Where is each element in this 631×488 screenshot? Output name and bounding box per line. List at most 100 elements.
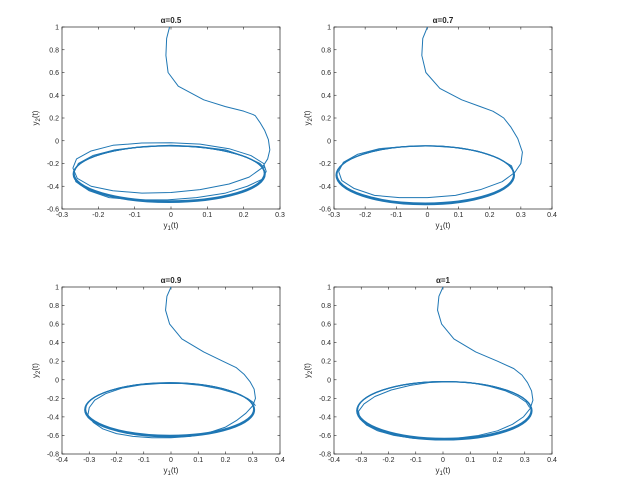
- y-tick-label: 0.4: [321, 340, 331, 347]
- subplot-1: -0.3 -0.2 -0.1 0 0.1 0.2 0.3 -0.6 -0.4 -0.2 0 0.2 0.…: [31, 16, 285, 232]
- limit-cycle-line: [335, 145, 516, 206]
- y-tick-label: -0.6: [47, 433, 59, 440]
- x-tick-label: 0.3: [248, 457, 258, 464]
- axes-frame: [61, 286, 281, 455]
- subplot-4: -0.4 -0.3 -0.2 -0.1 0 0.1 0.2 0.3 0.4 -0.8 -0.6 -0.…: [303, 276, 557, 477]
- x-tick-label: 0.3: [275, 212, 285, 219]
- plot-area: [335, 27, 523, 206]
- x-tick-label: 0.2: [485, 212, 495, 219]
- x-tick-label: -0.1: [129, 212, 141, 219]
- plot-area: [356, 287, 534, 441]
- y-tick-label: 0.4: [321, 93, 331, 100]
- y-tick-label: 1: [55, 285, 59, 292]
- y-tick-label: 0.6: [49, 70, 59, 77]
- x-tick-label: 0.2: [493, 457, 503, 464]
- subplot-3: -0.4 -0.3 -0.2 -0.1 0 0.1 0.2 0.3 0.4 -0.8 -0.6 -0.…: [31, 276, 285, 477]
- y-tick-label: -0.8: [47, 452, 59, 459]
- y-axis-label: y2(t): [303, 363, 314, 378]
- y-tick-label: -0.6: [47, 207, 59, 214]
- y-tick-label: 0.6: [49, 322, 59, 329]
- x-tick-label: 0.2: [221, 457, 231, 464]
- y-tick-label: 1: [327, 25, 331, 32]
- limit-cycle-line: [72, 145, 266, 203]
- plot-area: [84, 287, 256, 439]
- x-tick-label: 0.3: [520, 457, 530, 464]
- y-tick-label: -0.4: [319, 184, 331, 191]
- subplot-2: -0.3 -0.2 -0.1 0 0.1 0.2 0.3 0.4 -0.6 -0.4 -0.2 0 0.…: [303, 16, 557, 232]
- y-tick-label: 0.2: [321, 359, 331, 366]
- y-tick-label: 0: [327, 138, 331, 145]
- x-axis-label: y1(t): [436, 221, 451, 232]
- y-tick-label: 0: [327, 377, 331, 384]
- y-tick-label: -0.4: [319, 414, 331, 421]
- x-tick-label: -0.1: [410, 457, 422, 464]
- x-axis-label: y1(t): [164, 466, 179, 477]
- x-tick-label: 0: [169, 212, 173, 219]
- x-tick-label: 0: [441, 457, 445, 464]
- axes-frame: [333, 286, 553, 455]
- y-tick-label: 1: [55, 25, 59, 32]
- y-tick-label: 0.8: [49, 303, 59, 310]
- y-axis-label: y2(t): [31, 110, 42, 125]
- x-tick-label: -0.3: [328, 212, 340, 219]
- x-tick-label: -0.2: [382, 457, 394, 464]
- x-tick-label: 0.1: [193, 457, 203, 464]
- limit-cycle-line: [356, 380, 533, 441]
- y-tick-label: -0.6: [319, 207, 331, 214]
- y-tick-label: -0.4: [47, 414, 59, 421]
- x-tick-label: 0.1: [202, 212, 212, 219]
- x-tick-label: 0.1: [454, 212, 464, 219]
- y-axis-label: y2(t): [303, 110, 314, 125]
- x-tick-label: -0.2: [92, 212, 104, 219]
- y-tick-label: -0.2: [47, 396, 59, 403]
- subplot-title: α=0.5: [161, 16, 182, 25]
- axes-frame: [333, 26, 553, 210]
- y-tick-label: 0.8: [321, 47, 331, 54]
- x-tick-label: -0.2: [110, 457, 122, 464]
- x-tick-label: -0.3: [83, 457, 95, 464]
- y-tick-label: 0.4: [49, 93, 59, 100]
- y-tick-label: -0.8: [319, 452, 331, 459]
- limit-cycle-line: [84, 382, 256, 438]
- y-tick-label: 0: [55, 138, 59, 145]
- x-axis-label: y1(t): [436, 466, 451, 477]
- x-tick-label: 0: [169, 457, 173, 464]
- x-tick-label: 0: [425, 212, 429, 219]
- subplot-title: α=0.7: [433, 16, 454, 25]
- y-tick-label: -0.2: [47, 161, 59, 168]
- subplot-title: α=0.9: [161, 276, 182, 285]
- y-tick-label: 0.4: [49, 340, 59, 347]
- y-axis-label: y2(t): [31, 363, 42, 378]
- plot-area: [72, 27, 271, 203]
- subplot-title: α=1: [436, 276, 451, 285]
- y-tick-label: -0.6: [319, 433, 331, 440]
- y-tick-label: -0.2: [319, 396, 331, 403]
- y-tick-label: 0: [55, 377, 59, 384]
- x-tick-label: -0.2: [359, 212, 371, 219]
- y-tick-label: 0.2: [321, 116, 331, 123]
- y-tick-label: 0.8: [49, 47, 59, 54]
- y-tick-label: 0.6: [321, 70, 331, 77]
- x-tick-label: -0.1: [390, 212, 402, 219]
- y-tick-label: 1: [327, 285, 331, 292]
- axes-frame: [61, 26, 281, 210]
- x-tick-label: 0.3: [516, 212, 526, 219]
- y-tick-label: -0.2: [319, 161, 331, 168]
- y-tick-label: 0.2: [49, 359, 59, 366]
- x-axis-label: y1(t): [164, 221, 179, 232]
- y-tick-label: 0.2: [49, 116, 59, 123]
- x-tick-label: -0.4: [328, 457, 340, 464]
- x-tick-label: -0.3: [56, 212, 68, 219]
- y-tick-label: -0.4: [47, 184, 59, 191]
- x-tick-label: -0.4: [56, 457, 68, 464]
- x-tick-label: 0.4: [547, 212, 557, 219]
- x-tick-label: 0.4: [275, 457, 285, 464]
- x-tick-label: 0.4: [547, 457, 557, 464]
- trajectory-line: [72, 27, 271, 201]
- y-tick-label: 0.6: [321, 322, 331, 329]
- x-tick-label: 0.2: [239, 212, 249, 219]
- x-tick-label: -0.1: [138, 457, 150, 464]
- x-tick-label: -0.3: [355, 457, 367, 464]
- y-tick-label: 0.8: [321, 303, 331, 310]
